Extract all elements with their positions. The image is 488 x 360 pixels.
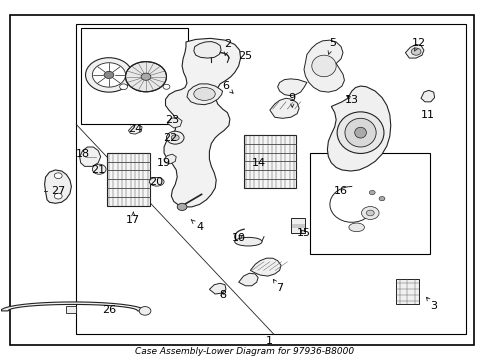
Text: 12: 12 (411, 38, 425, 51)
Ellipse shape (354, 127, 366, 138)
Polygon shape (250, 258, 281, 276)
Ellipse shape (85, 58, 132, 92)
Ellipse shape (125, 62, 166, 92)
Text: 7: 7 (273, 279, 283, 293)
Bar (76, 24, 466, 334)
Ellipse shape (348, 223, 364, 231)
Polygon shape (186, 84, 222, 105)
Polygon shape (167, 117, 182, 128)
Ellipse shape (163, 84, 169, 89)
Text: 26: 26 (102, 305, 116, 315)
Text: 23: 23 (165, 115, 179, 125)
Ellipse shape (141, 73, 151, 80)
Bar (310, 153, 429, 253)
Ellipse shape (92, 164, 106, 174)
Ellipse shape (410, 48, 420, 55)
Ellipse shape (54, 193, 62, 199)
Ellipse shape (193, 87, 215, 100)
Ellipse shape (361, 207, 378, 220)
Polygon shape (163, 39, 240, 207)
Polygon shape (405, 44, 423, 58)
Ellipse shape (120, 84, 127, 90)
Ellipse shape (336, 112, 383, 153)
Text: 25: 25 (238, 51, 252, 61)
Text: 5: 5 (327, 38, 335, 54)
Text: 8: 8 (219, 291, 225, 301)
Text: 21: 21 (91, 165, 105, 175)
Ellipse shape (54, 173, 62, 179)
Text: 24: 24 (127, 124, 142, 134)
Text: 27: 27 (51, 186, 65, 197)
Text: 17: 17 (126, 212, 140, 225)
Text: 6: 6 (222, 81, 233, 93)
Bar (65, 306, 76, 314)
Text: 2: 2 (224, 40, 230, 55)
Ellipse shape (344, 118, 375, 147)
Text: 13: 13 (344, 95, 358, 105)
Text: 16: 16 (333, 186, 347, 197)
Text: 20: 20 (148, 177, 163, 187)
Text: 15: 15 (296, 228, 310, 238)
Polygon shape (193, 41, 221, 58)
Ellipse shape (92, 63, 125, 87)
Text: 3: 3 (426, 297, 436, 311)
Polygon shape (80, 147, 101, 166)
Text: 22: 22 (163, 133, 177, 143)
Polygon shape (420, 90, 434, 102)
Ellipse shape (149, 177, 163, 186)
Ellipse shape (234, 237, 262, 246)
Text: 19: 19 (157, 158, 171, 168)
Ellipse shape (368, 190, 374, 195)
Bar (243, 135, 296, 188)
Ellipse shape (378, 197, 384, 201)
Text: 4: 4 (191, 220, 203, 232)
Bar (81, 28, 188, 125)
Polygon shape (0, 302, 145, 311)
Polygon shape (128, 125, 142, 134)
Polygon shape (209, 283, 225, 294)
Text: Case Assembly-Lower Diagram for 97936-B8000: Case Assembly-Lower Diagram for 97936-B8… (135, 347, 353, 356)
Text: 14: 14 (251, 158, 265, 168)
Bar (290, 218, 305, 233)
Text: 1: 1 (265, 336, 272, 346)
Polygon shape (163, 154, 176, 164)
Text: 11: 11 (420, 110, 433, 120)
Polygon shape (269, 98, 299, 118)
Ellipse shape (171, 135, 179, 140)
Ellipse shape (166, 131, 183, 144)
Bar (395, 279, 418, 304)
Polygon shape (44, 170, 71, 203)
Polygon shape (327, 86, 390, 171)
Polygon shape (304, 40, 344, 92)
Bar (107, 153, 150, 206)
Polygon shape (238, 273, 258, 286)
Text: 9: 9 (288, 93, 295, 107)
Ellipse shape (311, 55, 335, 77)
Ellipse shape (104, 71, 114, 78)
Polygon shape (277, 79, 306, 96)
Text: 10: 10 (231, 233, 245, 243)
Text: 18: 18 (76, 149, 89, 159)
Ellipse shape (366, 210, 373, 216)
Ellipse shape (139, 307, 151, 315)
Ellipse shape (177, 203, 186, 211)
